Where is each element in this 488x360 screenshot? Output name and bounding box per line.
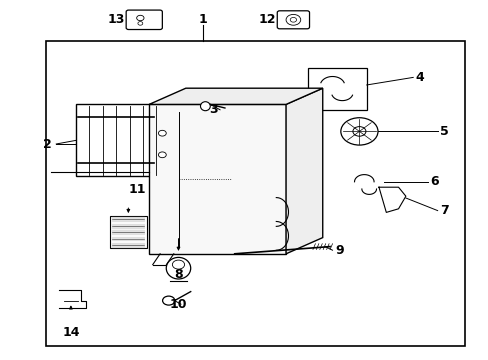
Ellipse shape: [162, 296, 175, 305]
Text: 3: 3: [208, 103, 217, 116]
FancyBboxPatch shape: [277, 11, 309, 29]
Text: 4: 4: [415, 71, 424, 84]
Ellipse shape: [172, 260, 184, 269]
Text: 14: 14: [62, 327, 80, 339]
Bar: [149, 104, 285, 254]
FancyBboxPatch shape: [126, 10, 162, 30]
Ellipse shape: [352, 127, 365, 136]
Text: 12: 12: [258, 13, 276, 26]
Ellipse shape: [138, 22, 142, 25]
Text: 1: 1: [198, 13, 207, 26]
Ellipse shape: [340, 118, 377, 145]
Ellipse shape: [200, 102, 210, 111]
Bar: [307, 68, 366, 110]
Ellipse shape: [158, 152, 166, 158]
Ellipse shape: [166, 257, 190, 279]
Text: 13: 13: [107, 13, 124, 26]
Text: 6: 6: [429, 175, 438, 188]
Bar: [46, 41, 464, 346]
Ellipse shape: [158, 130, 166, 136]
Text: 7: 7: [439, 204, 448, 217]
Ellipse shape: [290, 18, 296, 22]
Polygon shape: [149, 88, 322, 104]
Bar: [76, 104, 156, 176]
Bar: [110, 216, 146, 248]
Text: 8: 8: [174, 268, 183, 281]
Text: 9: 9: [334, 244, 343, 257]
Text: 5: 5: [439, 125, 448, 138]
Ellipse shape: [285, 14, 300, 25]
Text: 2: 2: [42, 138, 51, 150]
Text: 11: 11: [128, 183, 145, 196]
Ellipse shape: [136, 15, 143, 21]
Text: 10: 10: [169, 298, 187, 311]
Polygon shape: [285, 88, 322, 254]
